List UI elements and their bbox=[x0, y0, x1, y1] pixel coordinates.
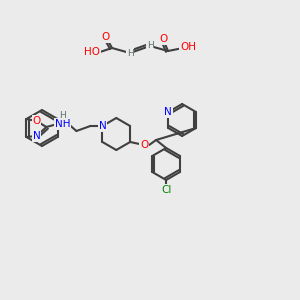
Text: O: O bbox=[102, 32, 110, 42]
Text: H: H bbox=[59, 110, 66, 119]
Text: NH: NH bbox=[55, 119, 70, 129]
Text: H: H bbox=[147, 41, 153, 50]
Text: O: O bbox=[159, 34, 167, 44]
Text: N: N bbox=[164, 107, 172, 117]
Text: OH: OH bbox=[180, 42, 196, 52]
Text: O: O bbox=[140, 140, 148, 150]
Text: H: H bbox=[127, 49, 134, 58]
Text: Cl: Cl bbox=[161, 185, 171, 195]
Text: N: N bbox=[32, 131, 40, 141]
Text: N: N bbox=[98, 121, 106, 131]
Text: HO: HO bbox=[84, 47, 100, 57]
Text: O: O bbox=[32, 116, 40, 126]
